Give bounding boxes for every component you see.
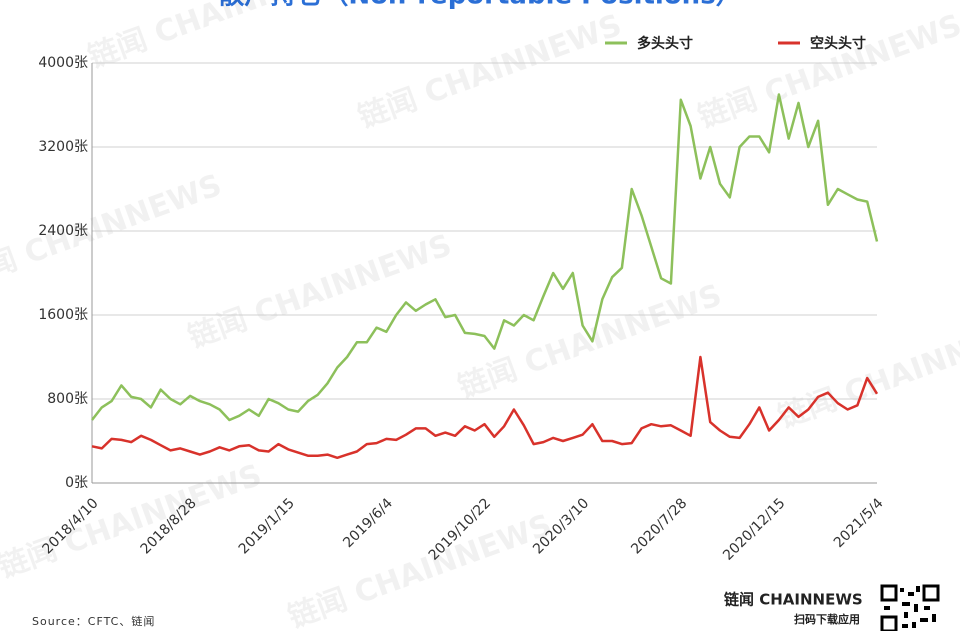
legend-label: 空头头寸 [810,35,866,52]
brand-subtitle: 扫码下载应用 [794,612,860,626]
watermark: 链闻 CHAINNEWS [0,168,226,296]
watermark: 链闻 CHAINNEWS [694,8,960,136]
series-line [91,93,879,422]
x-tick-label: 2021/5/4 [831,495,887,551]
watermark: 链闻 CHAINNEWS [354,8,627,136]
y-tick-label: 2400张 [38,223,88,239]
watermark: 链闻 CHAINNEWS [184,228,457,356]
x-tick-label: 2020/7/28 [628,495,690,557]
qr-code [880,584,940,633]
watermark: 链闻 CHAINNEWS [0,458,266,586]
watermark: 链闻 CHAINNEWS [454,278,727,406]
series-line [91,355,879,460]
legend-label: 多头头寸 [637,35,693,52]
chart-title: 散户持仓（Non-reportable Positions） [218,0,741,11]
watermark: 链闻 CHAINNEWS [284,508,557,631]
brand-logo: 链闻 CHAINNEWS [724,591,863,609]
x-tick-label: 2019/6/4 [340,495,396,551]
x-tick-label: 2020/12/15 [720,495,788,563]
watermark: 链闻 CHAINNEWS [774,308,960,436]
y-tick-label: 3200张 [38,139,88,155]
y-tick-label: 0张 [65,475,88,491]
y-tick-label: 1600张 [38,307,88,323]
source-note: Source：CFTC、链闻 [32,614,155,628]
y-tick-label: 4000张 [38,55,88,71]
watermark: 链闻 CHAINNEWS [84,0,357,76]
y-tick-label: 800张 [47,391,88,407]
x-tick-label: 2019/1/15 [236,495,298,557]
